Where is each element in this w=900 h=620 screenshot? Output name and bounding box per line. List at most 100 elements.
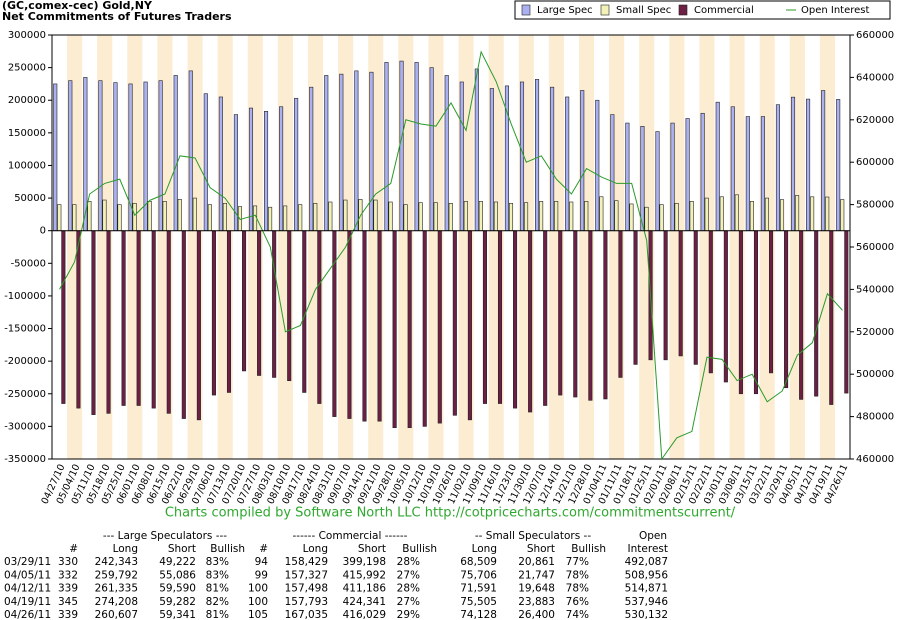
bar	[508, 202, 514, 231]
table-cell: 28%	[397, 556, 420, 568]
bar	[810, 196, 815, 231]
y-tick-label: -350000	[4, 454, 46, 465]
bar	[779, 199, 785, 231]
bar	[573, 230, 578, 398]
bar	[407, 230, 412, 428]
bar	[753, 230, 759, 395]
bar	[283, 205, 288, 231]
bar	[313, 202, 318, 231]
bar	[584, 201, 589, 231]
table-cell: 76%	[566, 596, 589, 608]
bar	[670, 122, 675, 231]
bar	[614, 200, 619, 231]
bar	[799, 230, 804, 400]
table-cell: 78%	[566, 569, 589, 581]
bar	[558, 230, 563, 396]
bar	[53, 83, 58, 231]
y2-tick-label: 660000	[856, 30, 894, 41]
y-tick-label: -50000	[11, 258, 46, 269]
bar	[339, 73, 344, 231]
bar	[452, 230, 457, 416]
y-tick-label: 50000	[14, 193, 46, 204]
table-cell: 83%	[206, 569, 229, 581]
bar	[543, 230, 548, 406]
table-cell: 74%	[566, 609, 589, 620]
bar	[588, 230, 593, 401]
y2-tick-label: 560000	[856, 242, 894, 253]
table-cell: 77%	[566, 556, 589, 568]
table-cell: 261,335	[95, 583, 138, 595]
bar	[738, 230, 743, 395]
bar	[580, 90, 585, 231]
bar	[143, 81, 148, 231]
bar	[422, 230, 427, 427]
y2-tick-label: 600000	[856, 157, 894, 168]
bar	[324, 75, 329, 231]
bar	[106, 230, 111, 414]
table-column-header: Long	[472, 543, 497, 555]
bar	[192, 197, 197, 231]
bar	[550, 86, 555, 231]
bar	[377, 230, 382, 422]
y2-tick-label: 500000	[856, 369, 894, 380]
y-tick-label: -100000	[4, 291, 46, 302]
bar	[610, 114, 615, 231]
table-cell: 26,400	[518, 609, 555, 620]
bar	[528, 230, 533, 413]
table-cell: 242,343	[95, 556, 138, 568]
table-cell: 81%	[206, 609, 229, 620]
bar	[539, 201, 544, 231]
bar	[663, 230, 668, 361]
table-column-header: Long	[113, 543, 138, 555]
table-cell: 03/29/11	[4, 556, 51, 568]
table-column-header: #	[259, 543, 268, 555]
table-column-header: Bullish	[571, 543, 606, 555]
table-cell: 514,871	[625, 583, 668, 595]
table-cell: 49,222	[159, 556, 196, 568]
table-cell: 105	[248, 609, 268, 620]
bar	[821, 90, 826, 231]
y2-tick-label: 540000	[856, 284, 894, 295]
legend-label: Small Spec	[616, 5, 671, 16]
table-cell: 75,706	[460, 569, 497, 581]
table-cell: 83%	[206, 556, 229, 568]
table-cell: 82%	[206, 596, 229, 608]
table-column-header: Long	[303, 543, 328, 555]
bar	[459, 81, 464, 231]
table-cell: 259,792	[95, 569, 138, 581]
table-cell: 21,747	[518, 569, 555, 581]
credit: Charts compiled by Software North LLC ht…	[165, 506, 736, 521]
bar	[173, 75, 178, 231]
bar	[519, 81, 525, 231]
bar	[343, 199, 348, 231]
table-cell: 399,198	[343, 556, 386, 568]
y2-tick-label: 520000	[856, 327, 894, 338]
bar	[678, 230, 683, 357]
table-cell: 415,992	[343, 569, 386, 581]
bar	[554, 201, 559, 231]
bar	[309, 86, 314, 231]
table-cell: 167,035	[285, 609, 328, 620]
bar	[825, 196, 830, 231]
bar	[121, 230, 126, 406]
legend-swatch	[521, 4, 531, 16]
table-cell: 424,341	[343, 596, 386, 608]
bar	[263, 111, 269, 231]
bar	[61, 230, 66, 404]
bar	[388, 201, 393, 231]
table-cell: 537,946	[625, 596, 669, 608]
bar	[719, 196, 724, 231]
bar	[347, 230, 352, 419]
bar	[287, 230, 292, 382]
table-cell: 81%	[206, 583, 229, 595]
table-column-header: Short	[358, 543, 386, 555]
y2-tick-label: 480000	[856, 412, 894, 423]
table-cell: 492,087	[625, 556, 668, 568]
bar	[730, 106, 735, 231]
bar	[829, 230, 834, 405]
bar	[188, 70, 193, 231]
bar	[569, 201, 574, 231]
bar	[749, 201, 754, 231]
table-cell: 04/19/11	[4, 596, 51, 608]
